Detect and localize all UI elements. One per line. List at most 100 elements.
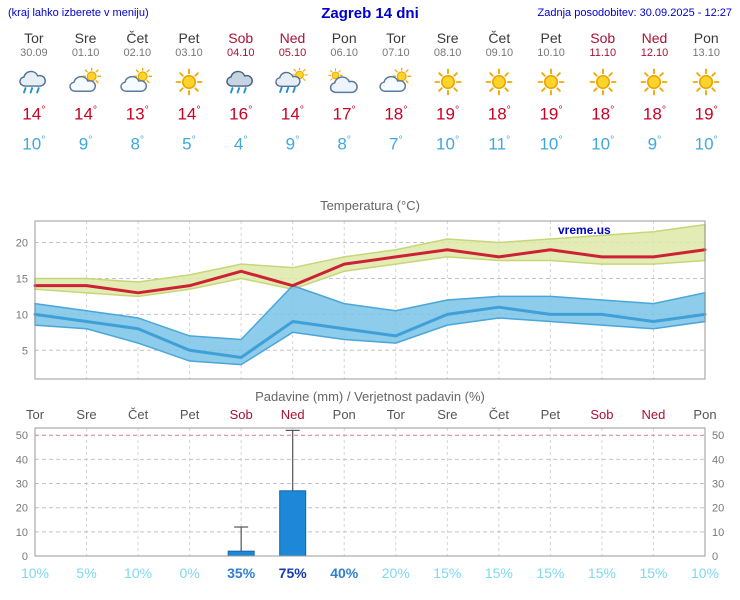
day-axis-label: Tor: [26, 407, 45, 422]
precip-probability-label: 10%: [124, 565, 152, 581]
weather-icon: [473, 67, 525, 98]
y-tick-label: 10: [16, 527, 28, 539]
max-temperature: 18°: [642, 104, 667, 124]
day-axis-label: Pet: [541, 407, 561, 422]
y-tick-label: 10: [712, 527, 724, 539]
day-date: 09.10: [485, 47, 514, 59]
day-column[interactable]: Sre 08.10 19° 10°: [422, 28, 474, 154]
min-temperature: 7°: [389, 133, 403, 154]
precip-bar: [279, 490, 307, 557]
day-date: 07.10: [382, 47, 410, 59]
min-temperature: 4°: [233, 133, 248, 154]
precip-probability-label: 15%: [588, 565, 616, 581]
day-date: 04.10: [226, 47, 255, 59]
weather-icon: [422, 67, 474, 98]
weather-icon: [680, 67, 732, 98]
weather-icon: [267, 67, 319, 98]
y-tick-label: 50: [16, 431, 28, 443]
max-temperature: 19°: [539, 104, 563, 124]
min-temperature: 10°: [22, 133, 46, 154]
day-column[interactable]: Pet 03.10 14° 5°: [163, 28, 215, 154]
y-tick-label: 30: [16, 479, 28, 491]
max-temperature: 18°: [487, 104, 511, 124]
day-column[interactable]: Sre 01.10 14° 9°: [60, 28, 112, 154]
day-column[interactable]: Sob 11.10 18° 10°: [577, 28, 629, 154]
day-name: Pet: [178, 30, 200, 46]
max-temperature: 19°: [436, 104, 460, 124]
weather-icon: [577, 67, 629, 98]
day-axis-label: Sre: [76, 407, 96, 422]
day-name: Sob: [228, 30, 254, 46]
temperature-chart-block: Temperatura (°C) 5 10 15 20 vreme.us: [0, 198, 740, 383]
max-temperature: 14°: [74, 104, 98, 124]
precip-probability-label: 15%: [639, 565, 667, 581]
temperature-chart-title: Temperatura (°C): [320, 198, 420, 214]
page-title: Zagreb 14 dni: [321, 5, 419, 22]
day-name: Čet: [126, 30, 149, 46]
y-tick-label: 40: [16, 455, 28, 467]
precip-probability-label: 15%: [485, 565, 513, 581]
min-temperature: 9°: [647, 133, 662, 154]
day-name: Pon: [693, 30, 719, 46]
precip-probability-label: 40%: [330, 565, 359, 581]
precip-probability-label: 5%: [76, 565, 96, 581]
day-date: 01.10: [71, 47, 100, 59]
min-temperature: 10°: [539, 133, 563, 154]
precip-chart-title: Padavine (mm) / Verjetnost padavin (%): [255, 389, 485, 405]
day-column[interactable]: Čet 02.10 13° 8°: [111, 28, 163, 154]
day-column[interactable]: Tor 07.10 18° 7°: [370, 28, 422, 154]
day-column[interactable]: Pet 10.10 19° 10°: [525, 28, 577, 154]
day-axis-label: Pon: [693, 407, 716, 422]
day-name: Sre: [436, 30, 459, 46]
precipitation-chart-block: Padavine (mm) / Verjetnost padavin (%) T…: [0, 389, 740, 586]
max-temperature: 18°: [384, 104, 408, 124]
y-tick-label: 15: [16, 274, 28, 286]
max-temperature: 14°: [22, 104, 46, 124]
y-tick-label: 30: [712, 479, 724, 491]
page-header: (kraj lahko izberete v meniju) Zagreb 14…: [0, 0, 740, 22]
day-name: Sob: [590, 30, 616, 46]
y-tick-label: 10: [16, 310, 28, 322]
min-temperature: 9°: [285, 133, 300, 154]
day-date: 12.10: [640, 47, 669, 59]
day-column[interactable]: Pon 13.10 19° 10°: [680, 28, 732, 154]
min-temperature: 9°: [78, 133, 93, 154]
day-name: Tor: [24, 30, 44, 46]
day-name: Čet: [488, 30, 511, 46]
day-axis-label: Čet: [128, 407, 149, 422]
precip-probability-label: 10%: [21, 565, 49, 581]
weather-icon: [8, 67, 60, 98]
day-axis-label: Ned: [281, 407, 305, 422]
precip-probability-label: 0%: [179, 565, 199, 581]
precip-probability-label: 20%: [382, 565, 410, 581]
y-tick-label: 20: [16, 503, 28, 515]
location-menu-hint: (kraj lahko izberete v meniju): [8, 7, 149, 19]
precip-probability-label: 35%: [227, 565, 256, 581]
day-axis-label: Sob: [230, 407, 253, 422]
day-column[interactable]: Pon 06.10 17° 8°: [318, 28, 370, 154]
day-name: Pon: [331, 30, 357, 46]
weather-icon: [318, 67, 370, 98]
day-column[interactable]: Tor 30.09 14° 10°: [8, 28, 60, 154]
day-column[interactable]: Ned 12.10 18° 9°: [629, 28, 681, 154]
day-date: 03.10: [175, 47, 203, 59]
y-tick-label: 50: [712, 431, 724, 443]
precip-probability-label: 15%: [433, 565, 461, 581]
precipitation-chart: Tor Sre Čet Pet Sob Ned Pon Tor Sre Čet Pet Sob Ned P…: [16, 407, 725, 581]
weather-icon: [111, 67, 163, 98]
day-column[interactable]: Ned 05.10 14° 9°: [267, 28, 319, 154]
day-axis-label: Čet: [489, 407, 510, 422]
tmax-line: [33, 248, 707, 295]
day-date: 05.10: [278, 47, 307, 59]
day-column[interactable]: Sob 04.10 16° 4°: [215, 28, 267, 154]
weather-icon: [60, 67, 112, 98]
day-column[interactable]: Čet 09.10 18° 11°: [473, 28, 525, 154]
day-axis-label: Pon: [333, 407, 356, 422]
min-temperature: 8°: [337, 133, 352, 154]
y-tick-label: 0: [22, 551, 28, 563]
max-temperature: 17°: [332, 104, 356, 124]
day-date: 13.10: [692, 47, 720, 59]
weather-icon: [163, 67, 215, 98]
max-temperature: 14°: [177, 104, 201, 124]
day-name: Ned: [279, 30, 306, 46]
